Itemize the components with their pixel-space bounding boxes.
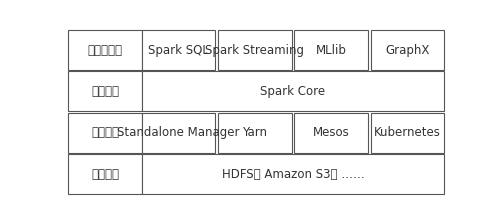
Text: Mesos: Mesos (312, 126, 350, 139)
Text: MLlib: MLlib (316, 44, 346, 57)
Text: GraphX: GraphX (385, 44, 430, 57)
Bar (68, 71, 142, 111)
Bar (294, 30, 368, 70)
Text: Spark Core: Spark Core (260, 85, 326, 98)
Bar (370, 30, 444, 70)
Text: 核心引擎: 核心引擎 (91, 85, 119, 98)
Text: Spark Streaming: Spark Streaming (205, 44, 304, 57)
Bar (68, 30, 142, 70)
Bar (218, 30, 292, 70)
Bar (142, 154, 444, 194)
Bar (370, 113, 444, 153)
Bar (142, 71, 444, 111)
Text: HDFS， Amazon S3， ……: HDFS， Amazon S3， …… (222, 168, 364, 181)
Bar (142, 113, 215, 153)
Bar (68, 113, 142, 153)
Bar (294, 113, 368, 153)
Text: 访问和接口: 访问和接口 (88, 44, 122, 57)
Bar (218, 113, 292, 153)
Text: Standalone Manager: Standalone Manager (117, 126, 240, 139)
Text: Kubernetes: Kubernetes (374, 126, 441, 139)
Text: 数据存储: 数据存储 (91, 168, 119, 181)
Text: Yarn: Yarn (242, 126, 267, 139)
Text: 资源管理: 资源管理 (91, 126, 119, 139)
Bar (142, 30, 215, 70)
Bar (68, 154, 142, 194)
Text: Spark SQL: Spark SQL (148, 44, 209, 57)
